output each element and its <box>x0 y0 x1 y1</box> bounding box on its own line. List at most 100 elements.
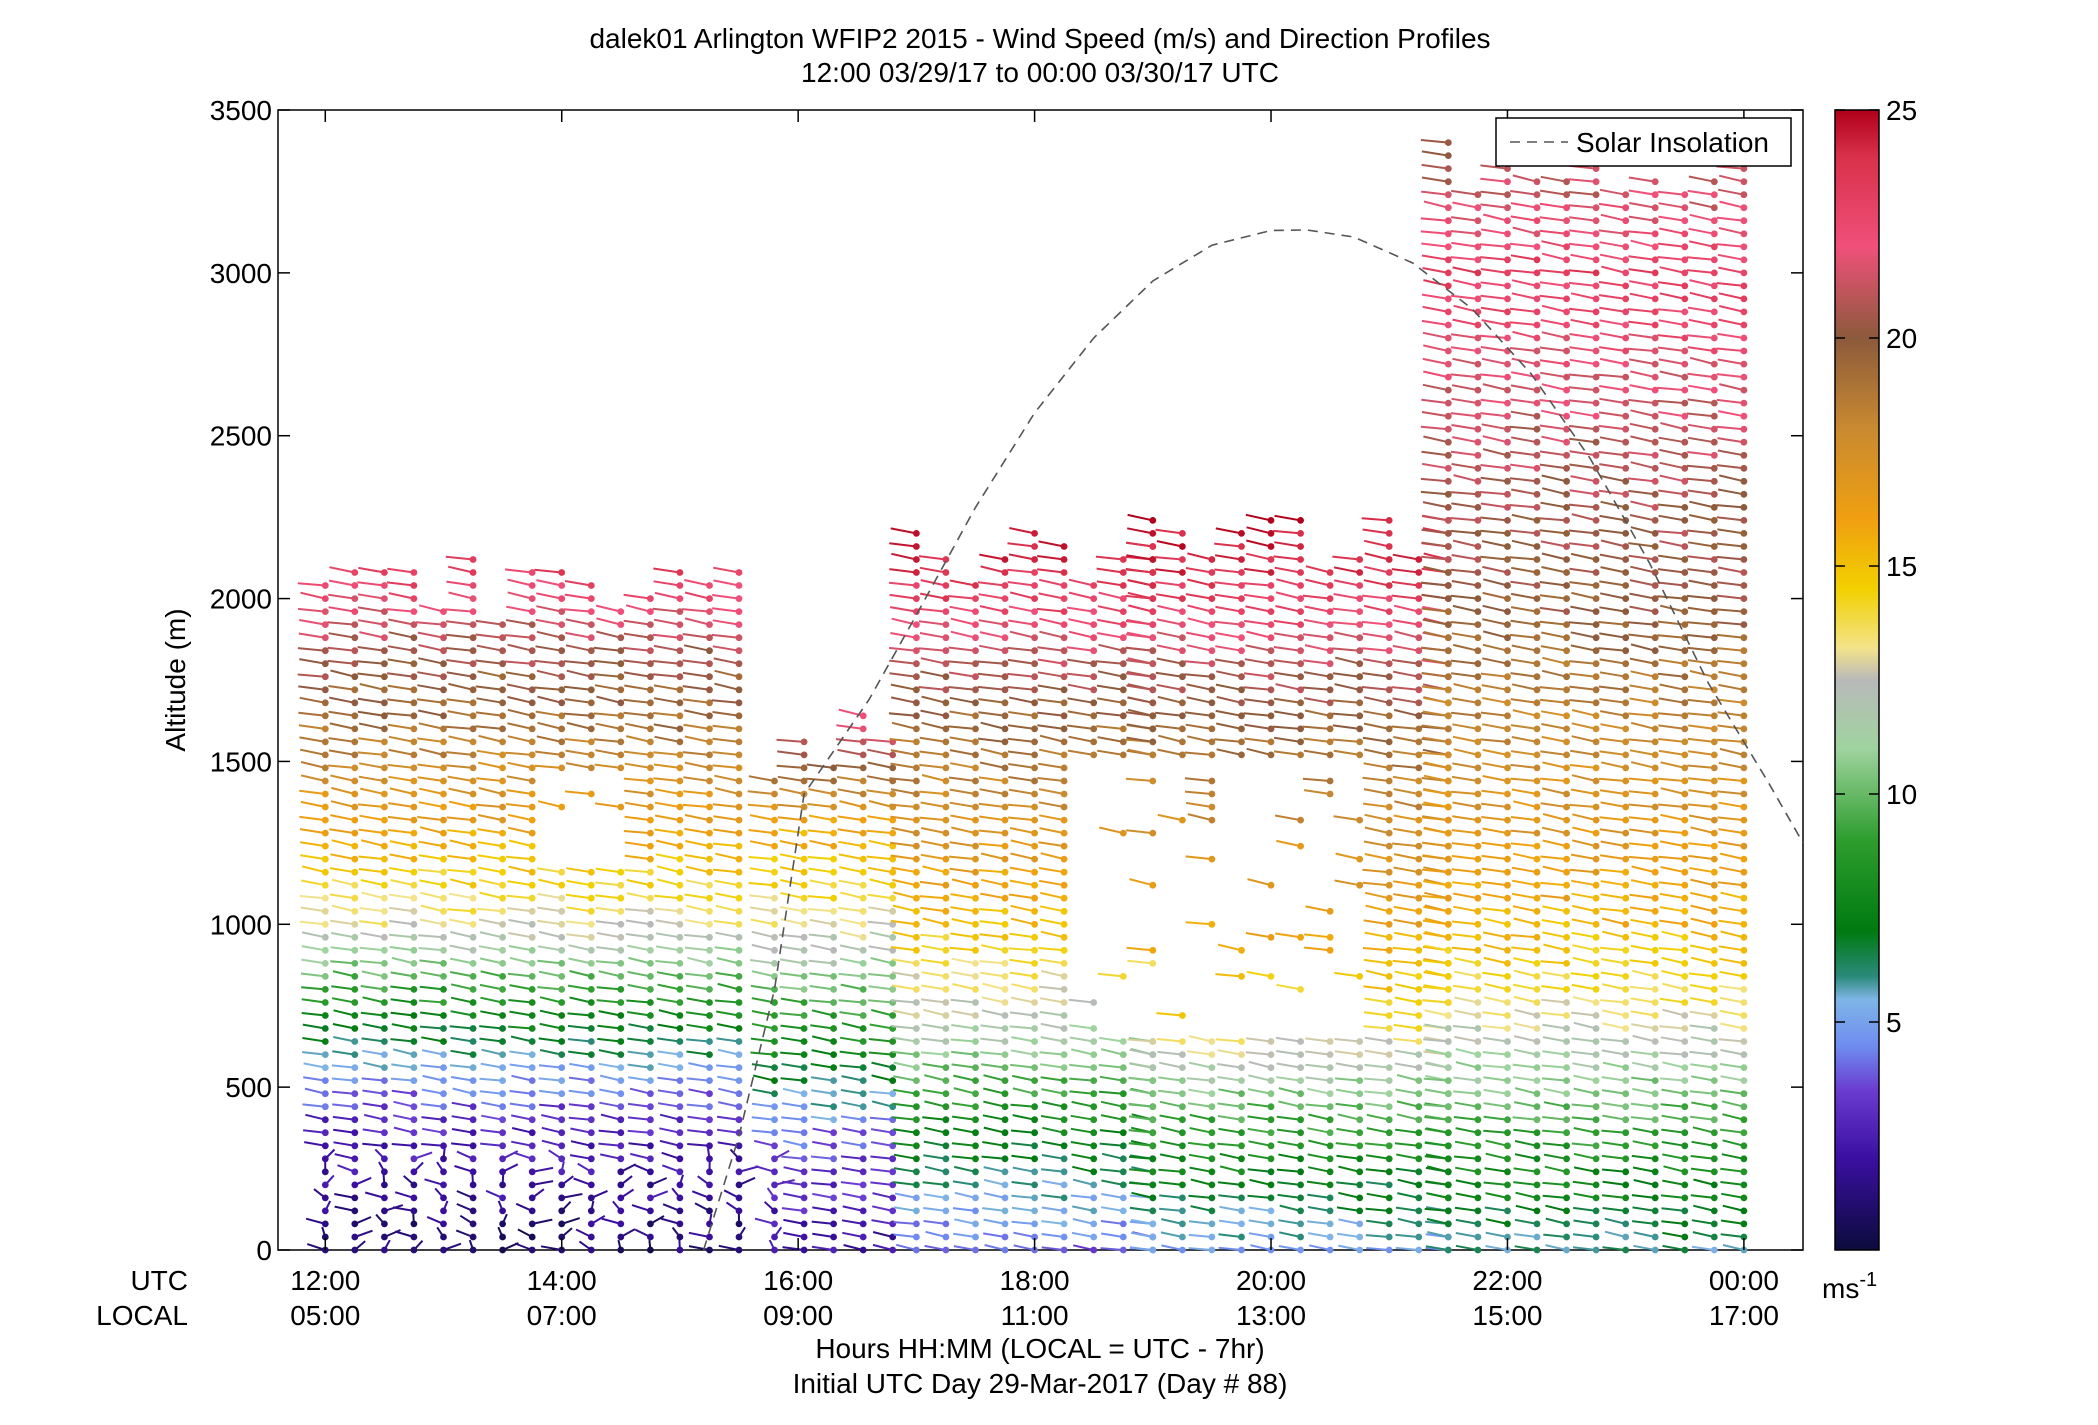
wind-barb-staff <box>1598 647 1626 652</box>
wind-barb-point <box>1238 1207 1245 1215</box>
wind-barb-point <box>1326 907 1334 915</box>
wind-barb-point <box>1563 1155 1570 1163</box>
wind-barb-point <box>800 1220 808 1228</box>
wind-barb-staff <box>870 1141 893 1147</box>
wind-barb-staff <box>1011 1194 1035 1199</box>
wind-barb-staff <box>389 867 415 874</box>
wind-barb-point <box>1060 842 1068 850</box>
wind-barb-point <box>1267 647 1275 655</box>
wind-barb-staff <box>1393 736 1419 743</box>
wind-barb-staff <box>1247 1127 1272 1134</box>
wind-barb-staff <box>507 907 533 913</box>
wind-barb-point <box>558 1025 566 1032</box>
wind-barb-staff <box>332 1023 356 1030</box>
wind-barb-point <box>1592 1012 1600 1019</box>
wind-barb-point <box>499 1025 506 1032</box>
wind-barb-staff <box>1420 217 1449 222</box>
wind-barb-staff <box>919 895 946 900</box>
wind-barb-staff <box>654 591 681 600</box>
wind-barb-staff <box>569 1154 592 1160</box>
wind-barb-staff <box>868 839 893 848</box>
wind-barb-point <box>528 647 536 655</box>
wind-barb-staff <box>539 996 562 1004</box>
wind-barb-staff <box>299 619 326 626</box>
wind-barb-staff <box>1570 1011 1597 1017</box>
wind-barb-point <box>830 1090 837 1098</box>
wind-barb-point <box>381 1025 388 1032</box>
wind-barb-point <box>528 842 536 850</box>
wind-barb-staff <box>947 595 976 600</box>
wind-barb-staff <box>480 1062 503 1069</box>
wind-barb-staff <box>659 1139 681 1147</box>
wind-barb-point <box>1592 608 1600 615</box>
wind-barb-point <box>1149 712 1157 720</box>
wind-barb-staff <box>684 617 710 626</box>
wind-barb-staff <box>1541 985 1567 991</box>
wind-barb-point <box>351 582 359 589</box>
wind-barb-point <box>528 1103 536 1111</box>
wind-barb-staff <box>948 776 976 782</box>
wind-barb-staff <box>656 878 681 887</box>
wind-barb-point <box>1385 556 1393 563</box>
wind-barb-point <box>1444 1181 1452 1189</box>
wind-barb-point <box>647 647 654 655</box>
wind-barb-staff <box>1510 842 1538 848</box>
wind-barb-staff <box>979 644 1006 652</box>
wind-barb-point <box>1444 347 1452 355</box>
wind-barb-point <box>321 608 329 615</box>
wind-barb-point <box>1208 660 1216 668</box>
wind-barb-staff <box>1481 684 1508 691</box>
wind-barb-staff <box>1568 529 1597 535</box>
wind-barb-staff <box>596 946 621 952</box>
wind-barb-point <box>735 855 743 863</box>
wind-barb-point <box>1563 582 1570 589</box>
wind-barb-staff <box>506 683 533 691</box>
wind-barb-staff <box>476 644 503 652</box>
wind-barb-point <box>1119 699 1127 707</box>
wind-barb-staff <box>749 867 775 874</box>
wind-barb-point <box>1504 530 1511 537</box>
wind-barb-point <box>1533 1220 1541 1228</box>
wind-barb-staff <box>889 803 917 808</box>
wind-barb-staff <box>923 1220 947 1225</box>
wind-barb-staff <box>1481 867 1508 874</box>
wind-barb-point <box>706 608 713 615</box>
wind-barb-staff <box>1277 1140 1301 1147</box>
wind-barb-point <box>913 790 920 798</box>
wind-barb-staff <box>658 1009 681 1017</box>
wind-barb-point <box>1090 1194 1098 1202</box>
wind-barb-staff <box>867 748 893 756</box>
wind-barb-point <box>771 1025 778 1032</box>
wind-barb-staff <box>596 617 622 626</box>
wind-barb-point <box>410 777 418 785</box>
wind-barb-staff <box>1392 750 1419 756</box>
wind-barb-point <box>587 933 595 941</box>
wind-barb-staff <box>1156 1038 1183 1043</box>
wind-barb-point <box>381 1194 388 1202</box>
wind-barb-point <box>889 842 897 850</box>
wind-barb-point <box>647 986 654 993</box>
wind-barb-staff <box>1395 1167 1419 1173</box>
wind-barb-point <box>351 660 359 668</box>
wind-barb-point <box>558 634 566 642</box>
wind-barb-point <box>1060 946 1068 954</box>
wind-barb-staff <box>1273 555 1301 561</box>
wind-barb-staff <box>1010 1063 1035 1069</box>
wind-barb-staff <box>1541 710 1567 717</box>
wind-barb-staff <box>1038 879 1065 887</box>
wind-barb-staff <box>1100 1247 1124 1251</box>
wind-barb-point <box>1149 1155 1157 1163</box>
wind-barb-point <box>859 1038 867 1045</box>
wind-barb-staff <box>1364 826 1390 835</box>
wind-barb-point <box>1060 829 1068 837</box>
wind-barb-point <box>1267 1142 1275 1150</box>
wind-barb-point <box>1119 1142 1127 1150</box>
wind-barb-point <box>1444 1103 1452 1111</box>
wind-barb-point <box>1592 764 1600 772</box>
wind-barb-staff <box>1335 1077 1360 1082</box>
wind-barb-staff <box>749 959 775 965</box>
wind-barb-point <box>942 1220 950 1228</box>
wind-barb-point <box>1297 738 1304 746</box>
wind-barb-staff <box>1513 1035 1538 1043</box>
wind-barb-staff <box>1483 943 1508 952</box>
